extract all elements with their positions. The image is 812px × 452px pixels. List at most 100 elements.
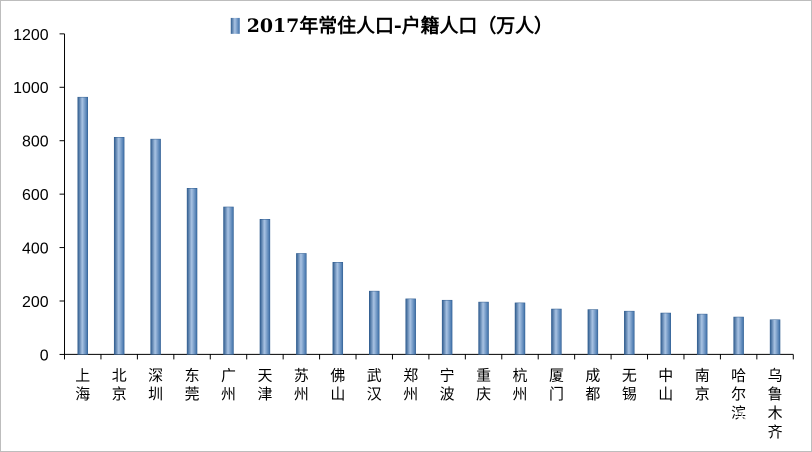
x-tick-label-char: 山 (658, 385, 673, 403)
y-tick-label: 600 (22, 187, 49, 204)
x-tick-label-char: 无 (622, 366, 637, 384)
bar (332, 262, 344, 355)
x-tick-label-char: 木 (768, 404, 783, 422)
bar (514, 302, 526, 355)
x-tick-label-char: 门 (549, 385, 564, 403)
x-tick-label-char: 上 (75, 366, 90, 384)
x-tick-label-char: 武 (367, 366, 382, 384)
bar (259, 219, 271, 355)
x-tick-label-char: 佛 (330, 366, 345, 384)
x-tick-label-char: 州 (403, 385, 418, 403)
x-tick-label: 北京 (112, 366, 127, 403)
x-tick-label: 广州 (221, 366, 236, 403)
x-tick-label-char: 山 (330, 385, 345, 403)
x-tick-label-char: 滨 (731, 404, 746, 422)
x-tick-label-char: 哈 (731, 366, 746, 384)
x-tick-label-char: 天 (257, 366, 272, 384)
bar (441, 299, 453, 355)
x-tick-label: 佛山 (330, 366, 345, 403)
y-tick-label: 400 (22, 241, 49, 258)
x-tick-label-char: 重 (476, 366, 491, 384)
x-axis-labels: 上海北京深圳东莞广州天津苏州佛山武汉郑州宁波重庆杭州厦门成都无锡中山南京哈尔滨乌… (75, 366, 782, 441)
x-tick-label-char: 北 (112, 366, 127, 384)
x-tick-label-char: 宁 (440, 366, 455, 384)
x-tick-label-char: 海 (75, 385, 90, 403)
x-tick-label-char: 东 (185, 366, 200, 384)
x-tick-label: 苏州 (294, 366, 309, 403)
bar (369, 290, 380, 355)
x-tick-label: 深圳 (148, 366, 163, 403)
x-tick-label-char: 厦 (549, 366, 564, 384)
x-tick-label: 无锡 (622, 366, 637, 403)
x-tick-label-char: 杭 (513, 366, 528, 384)
y-tick-label: 800 (22, 134, 49, 151)
bar (696, 313, 708, 355)
x-tick-label-char: 圳 (148, 385, 163, 403)
legend-swatch (230, 17, 240, 34)
y-tick-label: 0 (40, 347, 49, 364)
bar (769, 319, 781, 355)
x-tick-label: 上海 (75, 366, 90, 403)
x-tick-label-char: 州 (294, 385, 309, 403)
x-tick-label-char: 齐 (768, 423, 783, 441)
bar (587, 309, 599, 355)
x-tick-label-char: 锡 (622, 385, 637, 403)
x-tick-label-char: 州 (221, 385, 236, 403)
bar (186, 188, 198, 355)
x-tick-label: 厦门 (549, 366, 564, 403)
bar (405, 298, 416, 355)
x-tick-label: 杭州 (513, 366, 528, 403)
x-tick-label-char: 南 (695, 366, 710, 384)
chart-legend: 2017年常住人口-户籍人口（万人） (230, 14, 553, 37)
x-tick-label-char: 乌 (768, 366, 783, 384)
x-tick-label-char: 州 (513, 385, 528, 403)
x-tick-label-char: 广 (221, 366, 236, 384)
x-tick-label-char: 成 (585, 366, 600, 384)
y-tick-label: 1000 (13, 80, 49, 97)
x-tick-label-char: 中 (658, 366, 673, 384)
bar (624, 310, 635, 355)
x-tick-label-char: 庆 (476, 385, 491, 403)
y-tick-label: 200 (22, 294, 49, 311)
x-tick-label: 哈尔滨 (731, 366, 746, 422)
bar (551, 308, 562, 355)
x-tick-label-char: 莞 (185, 385, 200, 403)
x-tick-label-char: 尔 (731, 385, 746, 403)
y-tick-label: 1200 (13, 27, 49, 44)
axes: 0 200 400 600 800 1000 1200 (13, 27, 794, 364)
bars (77, 96, 781, 355)
x-tick-label: 成都 (585, 366, 600, 403)
x-tick-label-char: 汉 (367, 385, 382, 403)
x-tick-label: 南京 (695, 366, 710, 403)
x-tick-label-char: 郑 (403, 366, 418, 384)
x-tick-label-char: 都 (585, 385, 600, 403)
wechat-icon (680, 408, 703, 426)
watermark: 泽平宏观 (680, 408, 768, 428)
x-tick-label-char: 津 (257, 385, 272, 403)
watermark-text: 泽平宏观 (704, 409, 768, 428)
bar (150, 138, 161, 355)
x-tick-label: 郑州 (403, 366, 418, 403)
x-tick-label: 东莞 (185, 366, 200, 403)
x-tick-label-char: 鲁 (768, 385, 783, 403)
x-tick-label: 宁波 (440, 366, 455, 403)
x-tick-label-char: 京 (112, 385, 127, 403)
bar (660, 312, 671, 355)
x-tick-label: 重庆 (476, 366, 491, 403)
x-tick-label: 武汉 (367, 366, 382, 403)
bar (77, 96, 88, 355)
x-tick-label-char: 波 (440, 385, 455, 403)
bar (223, 206, 234, 355)
x-tick-label: 中山 (658, 366, 673, 403)
bar (296, 253, 307, 355)
chart-title: 2017年常住人口-户籍人口（万人） (247, 14, 553, 37)
x-tick-label-char: 苏 (294, 366, 309, 384)
bar (478, 301, 489, 355)
bar (113, 136, 125, 355)
bar (733, 316, 744, 355)
x-tick-label: 天津 (257, 366, 272, 403)
x-tick-label-char: 京 (695, 385, 710, 403)
x-tick-label-char: 深 (148, 366, 163, 384)
